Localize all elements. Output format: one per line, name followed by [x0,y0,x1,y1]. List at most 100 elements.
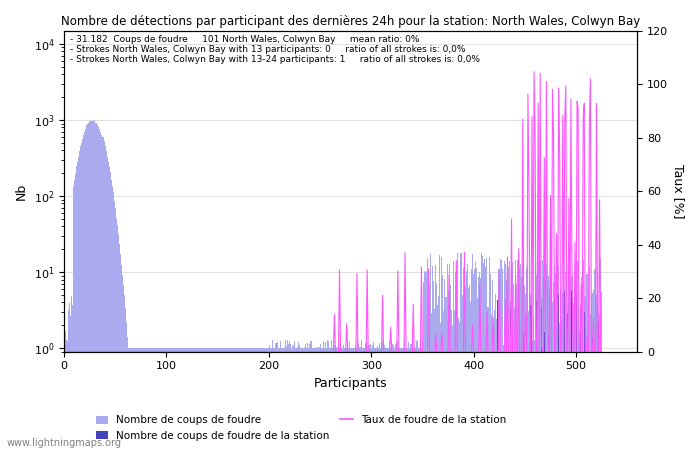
Bar [293,345,294,450]
Bar [571,276,573,450]
Bar [334,345,335,450]
Bar [261,348,262,450]
Bar [516,285,517,450]
Bar [310,341,312,450]
Bar [555,274,556,450]
Bar [458,322,460,450]
Bar [251,348,252,450]
Bar [128,348,129,450]
Bar [550,264,551,450]
Bar [175,348,176,450]
Bar [466,271,467,450]
Bar [363,348,365,450]
Bar [70,315,71,450]
Bar [167,348,168,450]
Bar [573,303,575,450]
Bar [352,348,354,450]
Bar [560,292,561,450]
Bar [485,267,486,450]
Bar [202,348,203,450]
Bar [86,126,87,450]
Bar [510,308,511,450]
Bar [79,151,80,450]
Bar [195,348,196,450]
Bar [379,343,380,450]
Bar [80,146,81,450]
Bar [236,348,237,450]
Bar [183,348,184,450]
Bar [289,342,290,450]
Bar [91,121,92,450]
Bar [414,346,415,450]
Bar [220,348,221,450]
Bar [237,348,239,450]
Bar [421,348,422,450]
Bar [376,348,377,450]
Bar [394,348,395,450]
Bar [424,271,425,450]
Bar [250,348,251,450]
Bar [337,348,338,450]
Bar [329,348,330,450]
Bar [471,270,472,450]
Bar [593,290,594,450]
Bar [558,266,559,450]
Bar [346,348,347,450]
Bar [569,299,570,450]
Bar [225,348,226,450]
Bar [412,348,413,450]
Bar [431,313,432,450]
Bar [422,348,423,450]
Bar [383,348,384,450]
Bar [445,297,447,450]
Bar [438,296,440,450]
Bar [589,266,590,450]
Bar [356,348,358,450]
Bar [77,162,78,450]
Bar [104,146,106,450]
Bar [257,348,258,450]
Bar [197,348,199,450]
Bar [389,341,390,450]
Bar [159,348,160,450]
Bar [174,348,175,450]
Bar [386,348,387,450]
Bar [423,282,424,450]
Bar [230,348,232,450]
Bar [93,121,95,450]
Bar [554,300,555,450]
Bar [118,234,119,450]
Bar [283,348,284,450]
Bar [531,341,533,450]
Bar [172,348,173,450]
Bar [548,276,549,450]
Bar [410,344,411,450]
Bar [526,268,527,450]
Bar [444,279,445,450]
Bar [348,348,349,450]
Bar [473,274,474,450]
Bar [601,292,602,450]
Bar [429,284,430,450]
Bar [403,340,405,450]
Bar [217,348,218,450]
Bar [373,342,374,450]
Bar [267,348,268,450]
Bar [487,307,489,450]
Bar [253,348,254,450]
Bar [496,320,497,450]
Bar [413,348,414,450]
X-axis label: Participants: Participants [314,377,388,390]
Text: - 31.182  Coups de foudre     101 North Wales, Colwyn Bay     mean ratio: 0%: - 31.182 Coups de foudre 101 North Wales… [70,36,419,45]
Bar [442,275,444,450]
Bar [219,348,220,450]
Bar [546,263,547,450]
Bar [88,122,89,450]
Bar [580,310,581,450]
Bar [427,258,428,450]
Bar [304,347,305,450]
Bar [552,302,553,450]
Bar [71,296,72,450]
Bar [68,310,69,450]
Bar [564,291,566,450]
